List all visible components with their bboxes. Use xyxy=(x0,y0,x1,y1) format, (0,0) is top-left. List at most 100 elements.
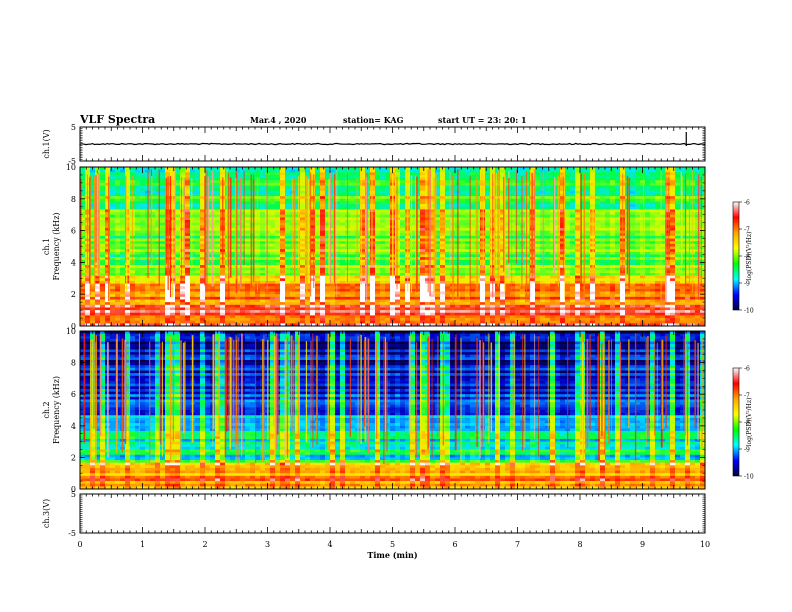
spectrogram-cell xyxy=(325,220,331,223)
spectrogram-cell xyxy=(190,180,196,184)
spectrogram-cell xyxy=(665,246,671,250)
spectrogram-cell xyxy=(325,254,331,258)
spectrogram-cell xyxy=(595,190,601,194)
spectrogram-cell xyxy=(270,262,276,266)
spectrogram-cell xyxy=(545,209,551,213)
spectrogram-cell xyxy=(280,249,286,253)
spectrogram-cell xyxy=(400,259,406,263)
spectrogram-cell xyxy=(550,201,556,205)
spectrogram-cell xyxy=(200,222,206,226)
spectrogram-cell xyxy=(255,182,261,186)
spectrogram-cell xyxy=(395,238,401,242)
spectrogram-cell xyxy=(680,172,686,176)
spectrogram-cell xyxy=(300,238,306,242)
spectrogram-cell xyxy=(635,169,641,173)
spectrogram-cell xyxy=(360,169,366,173)
spectrogram-cell xyxy=(585,204,591,208)
spectrogram-cell xyxy=(275,182,281,186)
spectrogram-cell xyxy=(610,235,616,239)
spectrogram-cell xyxy=(620,167,626,170)
spectrogram-cell xyxy=(125,180,131,184)
spectrogram-cell xyxy=(505,169,511,173)
spectrogram-cell xyxy=(375,265,381,268)
spectrogram-cell xyxy=(255,227,261,231)
spectrogram-cell xyxy=(330,190,336,194)
spectrogram-cell xyxy=(310,249,316,253)
spectrogram-cell xyxy=(195,167,201,170)
spectrogram-cell xyxy=(525,201,531,205)
spectrogram-cell xyxy=(675,259,681,263)
spectrogram-cell xyxy=(350,222,356,226)
spectrogram-cell xyxy=(160,220,166,223)
spectrogram-cell xyxy=(245,257,251,261)
spectrogram-cell xyxy=(700,220,706,223)
spectrogram-cell xyxy=(360,222,366,226)
spectrogram-cell xyxy=(505,177,511,181)
spectrogram-cell xyxy=(325,233,331,237)
spectrogram-cell xyxy=(380,246,386,250)
spectrogram-cell xyxy=(515,227,521,231)
spectrogram-cell xyxy=(230,188,236,192)
spectrogram-cell xyxy=(175,190,181,194)
spectrogram-cell xyxy=(245,190,251,194)
spectrogram-cell xyxy=(150,206,156,210)
spectrogram-cell xyxy=(550,169,556,173)
spectrogram-cell xyxy=(380,227,386,231)
spectrogram-cell xyxy=(230,259,236,263)
spectrogram-cell xyxy=(465,243,471,247)
spectrogram-cell xyxy=(605,230,611,234)
spectrogram-cell xyxy=(600,188,606,192)
spectrogram-cell xyxy=(335,225,341,229)
spectrogram-cell xyxy=(150,249,156,253)
spectrogram-cell xyxy=(300,241,306,245)
spectrogram-cell xyxy=(510,257,516,261)
spectrogram-cell xyxy=(520,169,526,173)
spectrogram-cell xyxy=(580,190,586,194)
spectrogram-cell xyxy=(245,212,251,215)
spectrogram-cell xyxy=(570,206,576,210)
spectrogram-cell xyxy=(350,233,356,237)
spectrogram-cell xyxy=(350,259,356,263)
spectrogram-cell xyxy=(195,174,201,178)
spectrogram-cell xyxy=(275,230,281,234)
spectrogram-cell xyxy=(665,174,671,178)
spectrogram-cell xyxy=(600,172,606,176)
spectrogram-cell xyxy=(680,212,686,215)
spectrogram-cell xyxy=(410,174,416,178)
spectrogram-cell xyxy=(465,212,471,215)
spectrogram-cell xyxy=(560,217,566,221)
spectrogram-cell xyxy=(445,227,451,231)
spectrogram-cell xyxy=(485,198,491,202)
spectrogram-cell xyxy=(375,254,381,258)
spectrogram-cell xyxy=(90,180,96,184)
spectrogram-cell xyxy=(425,212,431,215)
spectrogram-cell xyxy=(660,238,666,242)
spectrogram-cell xyxy=(235,204,241,208)
spectrogram-cell xyxy=(515,177,521,181)
station-label: station= KAG xyxy=(343,115,404,125)
spectrogram-cell xyxy=(555,185,561,189)
spectrogram-cell xyxy=(440,254,446,258)
spectrogram-cell xyxy=(610,220,616,223)
spectrogram-cell xyxy=(135,227,141,231)
spectrogram-cell xyxy=(105,238,111,242)
spectrogram-cell xyxy=(645,172,651,176)
spectrogram-cell xyxy=(85,172,91,176)
spectrogram-cell xyxy=(560,222,566,226)
spectrogram-cell xyxy=(135,254,141,258)
spectrogram-cell xyxy=(440,185,446,189)
spectrogram-cell xyxy=(650,188,656,192)
spectrogram-cell xyxy=(420,185,426,189)
spectrogram-cell xyxy=(700,174,706,178)
spectrogram-cell xyxy=(195,262,201,266)
spectrogram-cell xyxy=(600,222,606,226)
spectrogram-cell xyxy=(605,204,611,208)
spectrogram-cell xyxy=(430,190,436,194)
spectrogram-cell xyxy=(570,257,576,261)
spectrogram-cell xyxy=(250,174,256,178)
spectrogram-cell xyxy=(410,196,416,200)
spectrogram-cell xyxy=(535,257,541,261)
spectrogram-cell xyxy=(505,222,511,226)
spectrogram-cell xyxy=(685,230,691,234)
spectrogram-cell xyxy=(375,222,381,226)
